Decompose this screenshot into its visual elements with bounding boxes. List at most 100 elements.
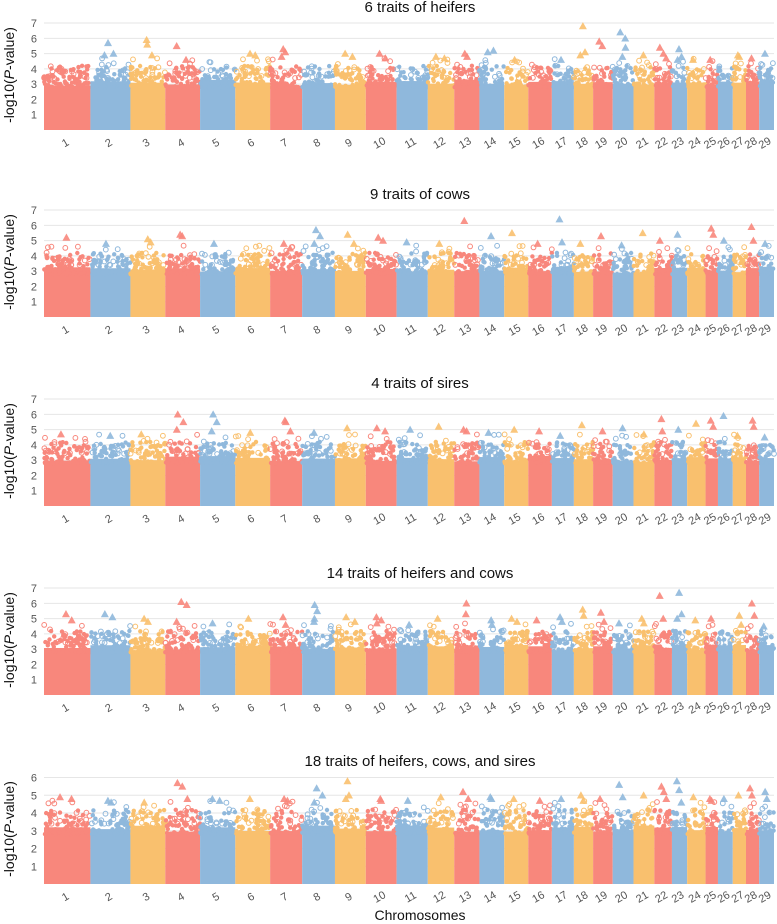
point-cloud — [44, 460, 91, 506]
snp-point — [506, 84, 511, 89]
snp-point — [641, 460, 647, 465]
snp-point — [125, 61, 132, 68]
snp-point — [183, 438, 190, 445]
point-cloud — [334, 270, 366, 317]
point-cloud — [687, 82, 706, 130]
snp-point — [491, 432, 498, 438]
snp-point — [580, 253, 585, 258]
point-cloud — [479, 270, 505, 317]
snp-point — [184, 459, 189, 464]
snp-point — [263, 67, 268, 72]
snp-point — [554, 272, 559, 277]
significant-snp-marker — [137, 430, 146, 438]
snp-point — [519, 243, 526, 249]
snp-point — [671, 457, 676, 463]
snp-point — [542, 74, 549, 81]
snp-point — [252, 459, 257, 464]
chromosome-15-points — [501, 431, 531, 506]
snp-point — [64, 649, 70, 655]
snp-point — [390, 66, 397, 72]
significant-snp-marker — [719, 411, 728, 420]
snp-point — [280, 267, 286, 272]
snp-point — [137, 63, 143, 69]
chromosome-8-points — [300, 433, 337, 506]
chromosome-tick-label: 29 — [757, 135, 774, 152]
chromosome-10-points — [364, 55, 399, 130]
snp-point — [407, 452, 413, 457]
snp-point — [132, 69, 139, 76]
snp-point — [582, 77, 588, 82]
snp-point — [767, 442, 773, 448]
snp-point — [281, 82, 286, 87]
snp-point — [300, 248, 307, 254]
snp-point — [322, 267, 327, 272]
snp-point — [760, 80, 765, 85]
snp-point — [738, 450, 743, 456]
snp-point — [501, 431, 508, 438]
snp-point — [261, 247, 268, 254]
y-tick-label: 3 — [31, 644, 37, 656]
snp-point — [647, 74, 652, 79]
snp-point — [278, 65, 283, 70]
snp-point — [122, 457, 128, 462]
snp-point — [275, 75, 280, 80]
snp-point — [82, 70, 87, 75]
snp-point — [60, 649, 65, 655]
chromosome-1-points — [41, 63, 91, 130]
significant-snp-marker — [616, 28, 625, 36]
point-cloud — [612, 272, 634, 317]
snp-point — [190, 65, 196, 70]
snp-point — [433, 268, 438, 274]
chromosome-17-points — [550, 249, 576, 317]
snp-point — [489, 460, 494, 465]
point-cloud — [593, 271, 613, 317]
snp-point — [511, 84, 516, 90]
chromosome-tick-label: 17 — [553, 511, 570, 528]
snp-point — [202, 252, 208, 258]
snp-point — [599, 461, 605, 466]
chromosome-tick-label: 5 — [211, 324, 222, 337]
snp-point — [635, 268, 640, 274]
snp-point — [219, 254, 225, 259]
snp-point — [744, 460, 749, 465]
snp-point — [224, 84, 229, 89]
point-cloud — [235, 457, 271, 506]
snp-point — [153, 272, 158, 277]
significant-snp-marker — [747, 222, 756, 231]
snp-point — [515, 255, 521, 262]
chromosome-tick-label: 4 — [176, 324, 187, 337]
chromosome-tick-label: 14 — [482, 135, 499, 152]
snp-point — [43, 639, 48, 645]
snp-point — [157, 72, 162, 77]
snp-point — [646, 271, 651, 276]
snp-point — [138, 629, 143, 634]
significant-snp-marker — [381, 427, 390, 435]
snp-point — [403, 75, 408, 81]
point-cloud — [593, 459, 613, 506]
snp-point — [129, 65, 134, 71]
snp-point — [697, 271, 702, 276]
snp-point — [482, 57, 489, 64]
snp-point — [337, 82, 342, 88]
chromosome-tick-label: 19 — [593, 322, 610, 339]
snp-point — [155, 64, 162, 71]
chromosome-17-points — [549, 440, 576, 506]
chromosome-9-points — [333, 431, 368, 506]
snp-point — [692, 69, 699, 75]
snp-point — [221, 85, 226, 90]
snp-point — [218, 66, 224, 72]
snp-point — [167, 438, 174, 445]
snp-point — [394, 268, 400, 273]
snp-point — [391, 82, 397, 87]
snp-point — [240, 80, 245, 86]
snp-point — [345, 441, 352, 448]
snp-point — [203, 270, 209, 276]
significant-snp-marker — [556, 431, 565, 439]
snp-point — [721, 435, 728, 442]
panel-1: 6 traits of heifers1234567-log10(P-value… — [1, 0, 776, 152]
snp-point — [289, 458, 294, 463]
significant-snp-marker — [402, 238, 411, 246]
snp-point — [649, 82, 655, 87]
snp-point — [485, 271, 491, 277]
